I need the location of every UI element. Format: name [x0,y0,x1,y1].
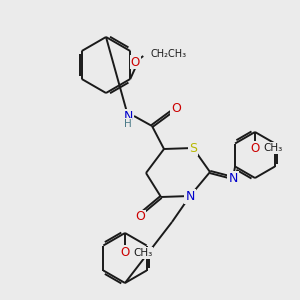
Text: N: N [185,190,195,202]
Text: O: O [120,247,130,260]
Text: O: O [130,56,140,68]
Text: CH₃: CH₃ [263,143,282,153]
Text: CH₂CH₃: CH₂CH₃ [150,49,186,59]
Text: O: O [135,211,145,224]
Text: S: S [189,142,197,154]
Text: O: O [250,142,260,154]
Text: N: N [228,172,238,184]
Text: CH₃: CH₃ [133,248,152,258]
Text: O: O [171,103,181,116]
Text: H: H [124,119,132,129]
Text: N: N [123,110,133,122]
